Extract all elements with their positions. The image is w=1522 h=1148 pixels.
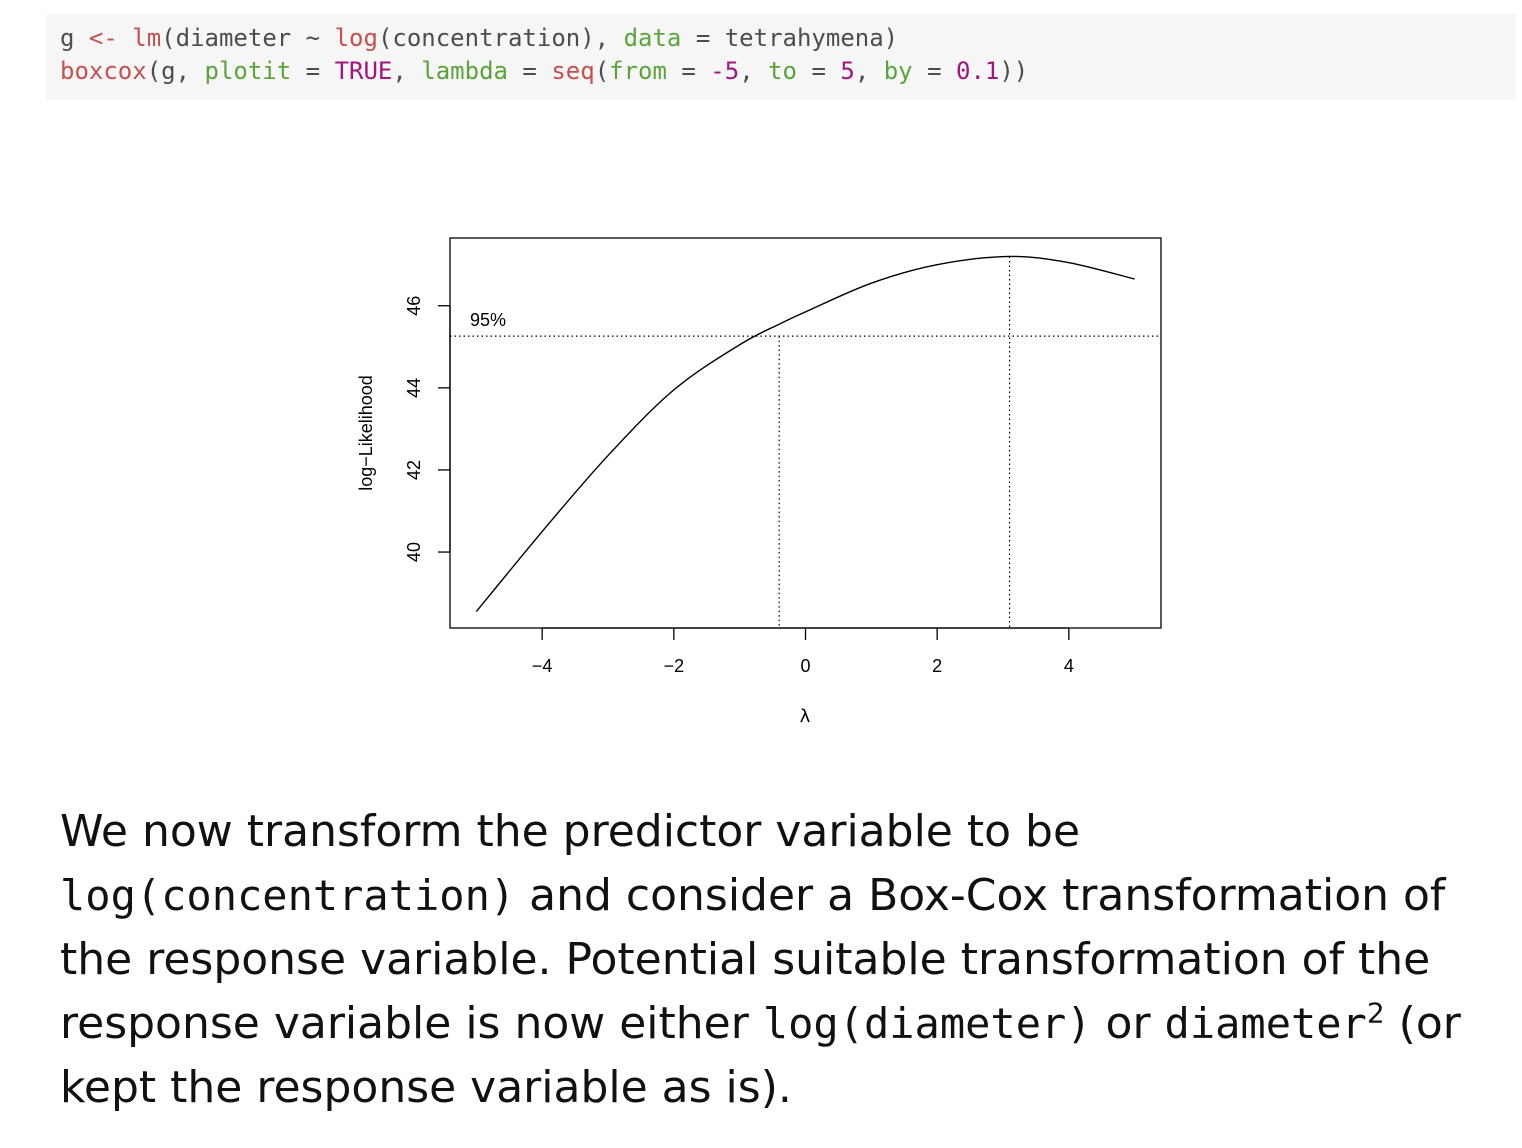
code-line-1-token: = tetrahymena): [681, 24, 899, 52]
code-line-2-token: by: [883, 57, 913, 85]
code-line-2-token: to: [768, 57, 798, 85]
code-line-2-token: ,: [392, 57, 422, 85]
code-line-1-token: g: [60, 24, 89, 52]
code-line-2-token: seq: [551, 57, 595, 85]
code-line-2-token: =: [666, 57, 711, 85]
code-line-2-token: lambda: [421, 57, 508, 85]
code-line-2-token: =: [507, 57, 552, 85]
code-line-2-token: -5: [710, 57, 740, 85]
inline-code-log-concentration: log(concentration): [60, 871, 516, 920]
x-tick-label: 0: [800, 656, 810, 676]
code-line-2-token: ,: [739, 57, 769, 85]
code-line-2: boxcox(g, plotit = TRUE, lambda = seq(fr…: [60, 57, 1028, 85]
paragraph-line-4: response variable is now either log(diam…: [60, 996, 1461, 1049]
code-line-1: g <- lm(diameter ~ log(concentration), d…: [60, 24, 898, 52]
x-tick-label: −2: [664, 656, 685, 676]
boxcox-plot: −4 −2 0 2 4 40 42 44 46 95% λ log−Likelihood: [356, 237, 1162, 727]
code-line-2-token: =: [291, 57, 335, 85]
code-line-1-token: <-: [88, 24, 118, 52]
code-line-1-token: data: [623, 24, 682, 52]
paragraph-line-2: log(concentration) and consider a Box-Co…: [60, 870, 1446, 921]
superscript-two: 2: [1366, 996, 1385, 1030]
code-line-2-token: boxcox: [60, 57, 147, 85]
code-line-2-token: )): [999, 57, 1029, 85]
code-line-1-token: lm: [132, 24, 162, 52]
x-axis-label: λ: [800, 706, 811, 727]
log-likelihood-curve: [475, 255, 1135, 613]
inline-code-log-diameter: log(diameter): [762, 999, 1092, 1048]
y-tick-label: 42: [404, 460, 424, 480]
code-line-1-token: log: [334, 24, 378, 52]
paragraph-line-3: the response variable. Potential suitabl…: [60, 934, 1431, 985]
code-line-2-token: from: [609, 57, 667, 85]
code-line-2-token: plotit: [204, 57, 292, 85]
paragraph-line-1: We now transform the predictor variable …: [60, 806, 1081, 857]
code-line-2-token: (g,: [146, 57, 205, 85]
code-line-1-token: (diameter: [161, 24, 306, 52]
code-block: g <- lm(diameter ~ log(concentration), d…: [46, 14, 1516, 100]
code-line-2-token: ,: [854, 57, 884, 85]
explanation-paragraph: We now transform the predictor variable …: [60, 800, 1500, 1120]
code-line-2-token: =: [912, 57, 956, 85]
code-line-1-token: (concentration),: [377, 24, 624, 52]
y-tick-label: 40: [404, 542, 424, 562]
code-line-2-token: (: [594, 57, 610, 85]
code-line-2-token: TRUE: [334, 57, 393, 85]
x-tick-label: −4: [532, 656, 553, 676]
y-axis-label: log−Likelihood: [356, 375, 376, 491]
paragraph-line-5: kept the response variable as is).: [60, 1062, 792, 1113]
inline-code-diameter: diameter: [1164, 999, 1367, 1048]
code-line-2-token: 5: [840, 57, 855, 85]
plot-frame: [449, 237, 1162, 629]
x-tick-label: 4: [1064, 656, 1074, 676]
code-line-2-token: 0.1: [956, 57, 1000, 85]
x-tick-label: 2: [932, 656, 942, 676]
code-line-1-token: ~: [305, 24, 321, 52]
ci-label: 95%: [470, 310, 506, 330]
code-line-2-token: =: [797, 57, 841, 85]
y-tick-label: 46: [404, 296, 424, 316]
y-tick-label: 44: [404, 378, 424, 398]
